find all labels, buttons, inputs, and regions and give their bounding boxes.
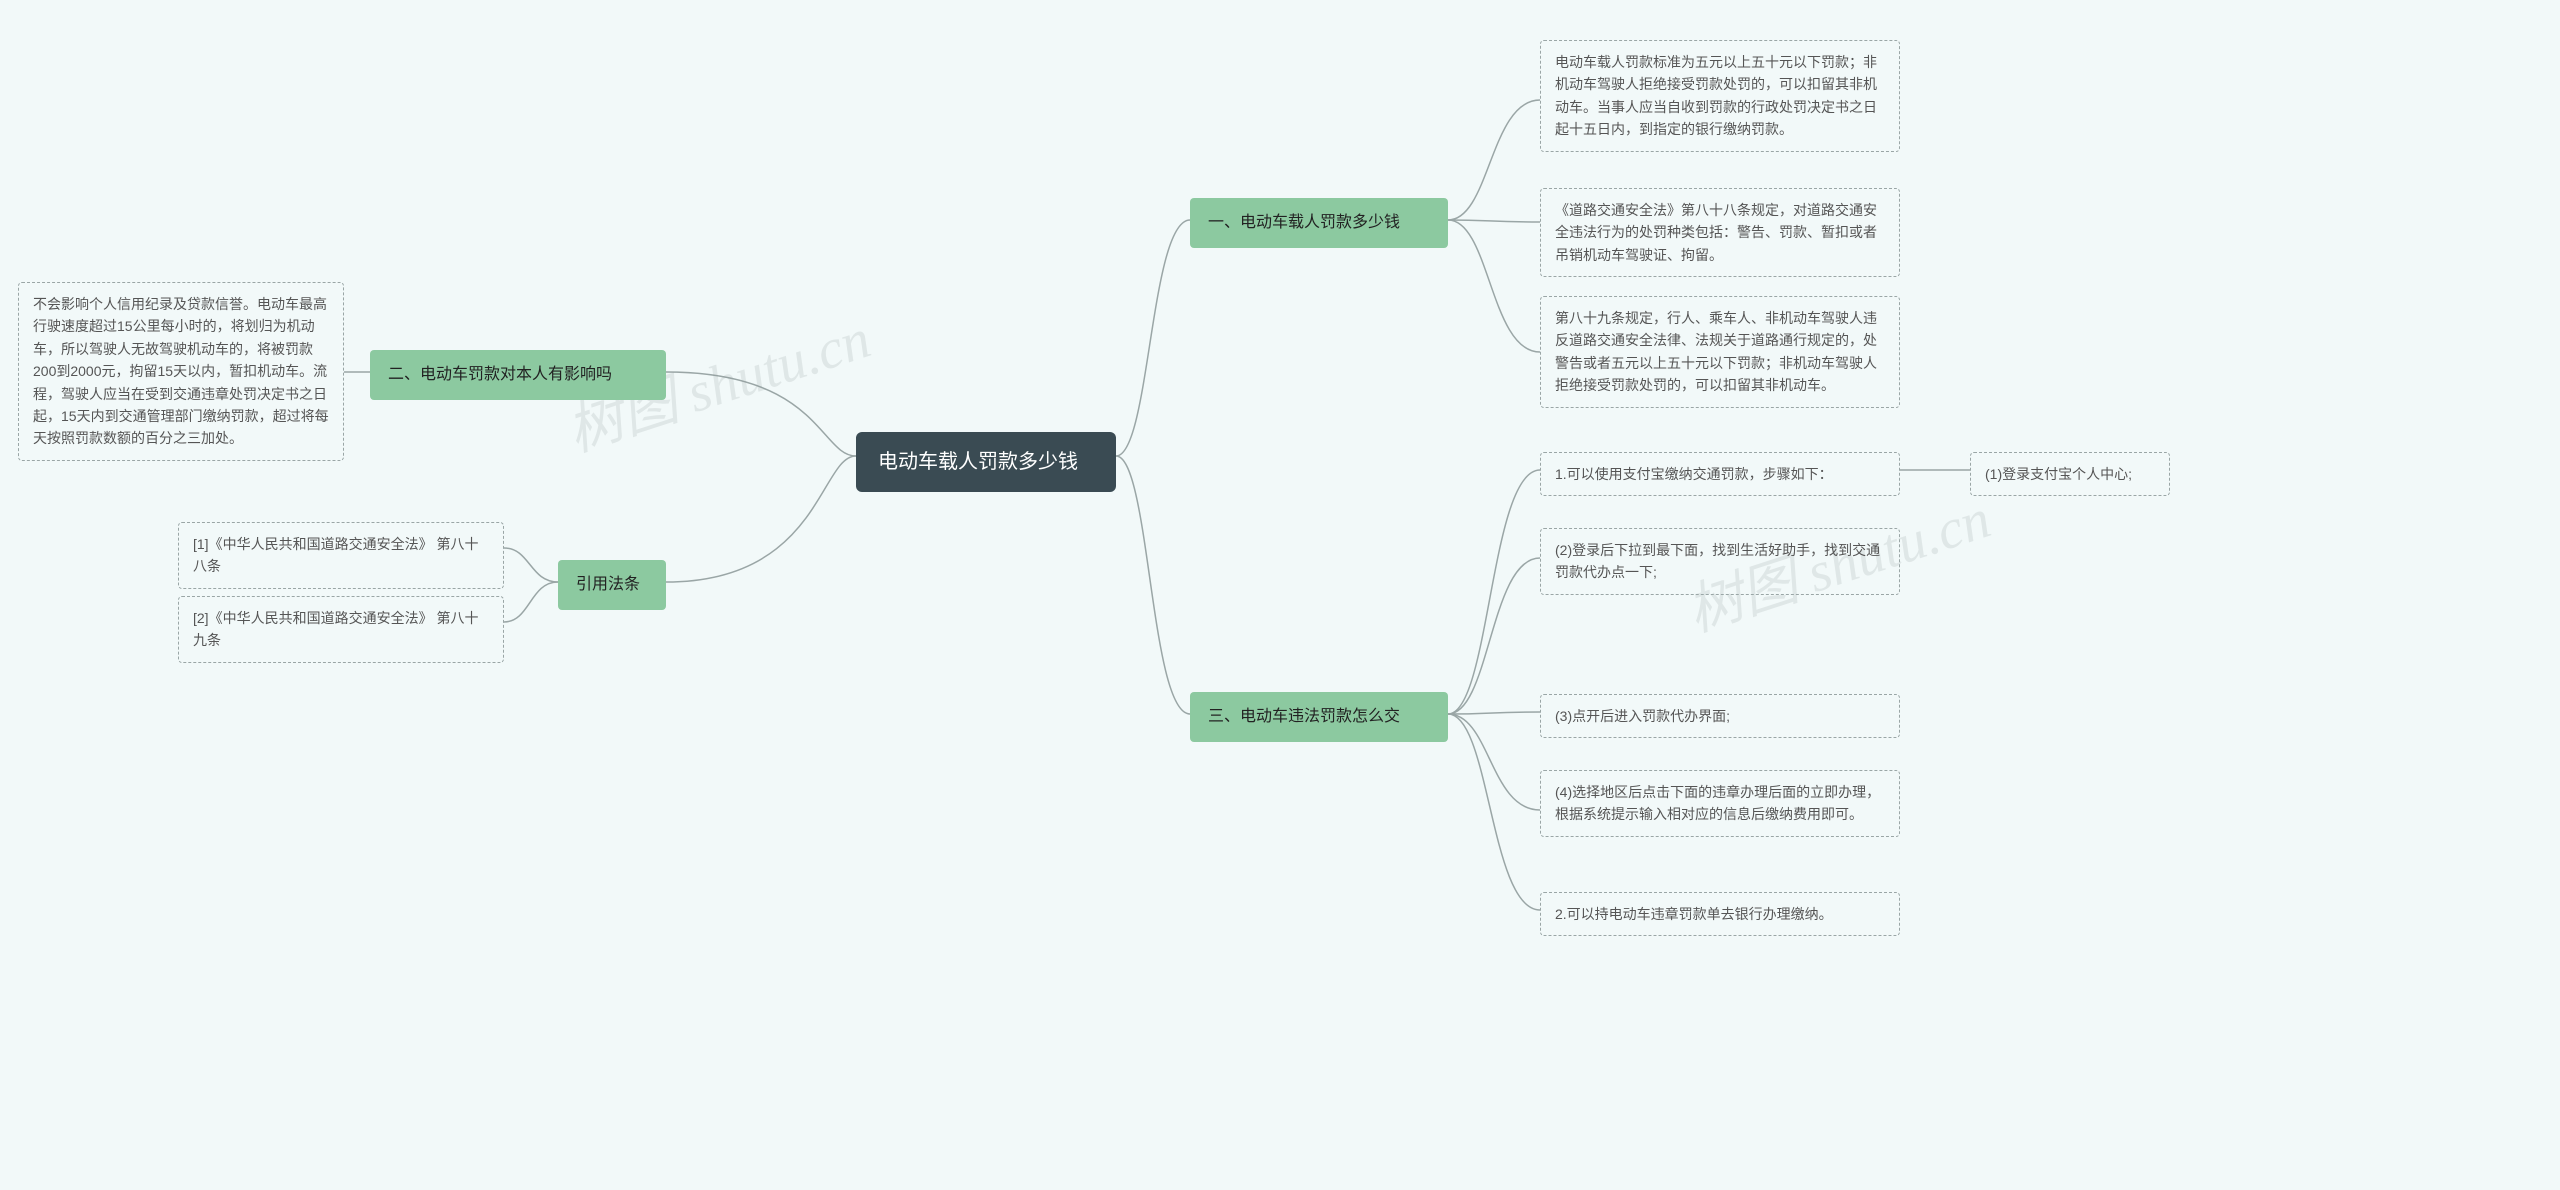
branch-left1[interactable]: 二、电动车罚款对本人有影响吗 xyxy=(370,350,666,400)
leaf-node: (4)选择地区后点击下面的违章办理后面的立即办理，根据系统提示输入相对应的信息后… xyxy=(1540,770,1900,837)
leaf-node: [1]《中华人民共和国道路交通安全法》 第八十八条 xyxy=(178,522,504,589)
leaf-node: 不会影响个人信用纪录及贷款信誉。电动车最高行驶速度超过15公里每小时的，将划归为… xyxy=(18,282,344,461)
leaf-node: 1.可以使用支付宝缴纳交通罚款，步骤如下： xyxy=(1540,452,1900,496)
center-node[interactable]: 电动车载人罚款多少钱 xyxy=(856,432,1116,492)
branch-left2[interactable]: 引用法条 xyxy=(558,560,666,610)
leaf-node: (1)登录支付宝个人中心; xyxy=(1970,452,2170,496)
branch-right2[interactable]: 三、电动车违法罚款怎么交 xyxy=(1190,692,1448,742)
leaf-node: 《道路交通安全法》第八十八条规定，对道路交通安全违法行为的处罚种类包括：警告、罚… xyxy=(1540,188,1900,277)
leaf-node: 电动车载人罚款标准为五元以上五十元以下罚款；非机动车驾驶人拒绝接受罚款处罚的，可… xyxy=(1540,40,1900,152)
leaf-node: [2]《中华人民共和国道路交通安全法》 第八十九条 xyxy=(178,596,504,663)
connector-layer xyxy=(0,0,2560,1190)
branch-right1[interactable]: 一、电动车载人罚款多少钱 xyxy=(1190,198,1448,248)
leaf-node: 2.可以持电动车违章罚款单去银行办理缴纳。 xyxy=(1540,892,1900,936)
leaf-node: (2)登录后下拉到最下面，找到生活好助手，找到交通罚款代办点一下; xyxy=(1540,528,1900,595)
leaf-node: (3)点开后进入罚款代办界面; xyxy=(1540,694,1900,738)
leaf-node: 第八十九条规定，行人、乘车人、非机动车驾驶人违反道路交通安全法律、法规关于道路通… xyxy=(1540,296,1900,408)
